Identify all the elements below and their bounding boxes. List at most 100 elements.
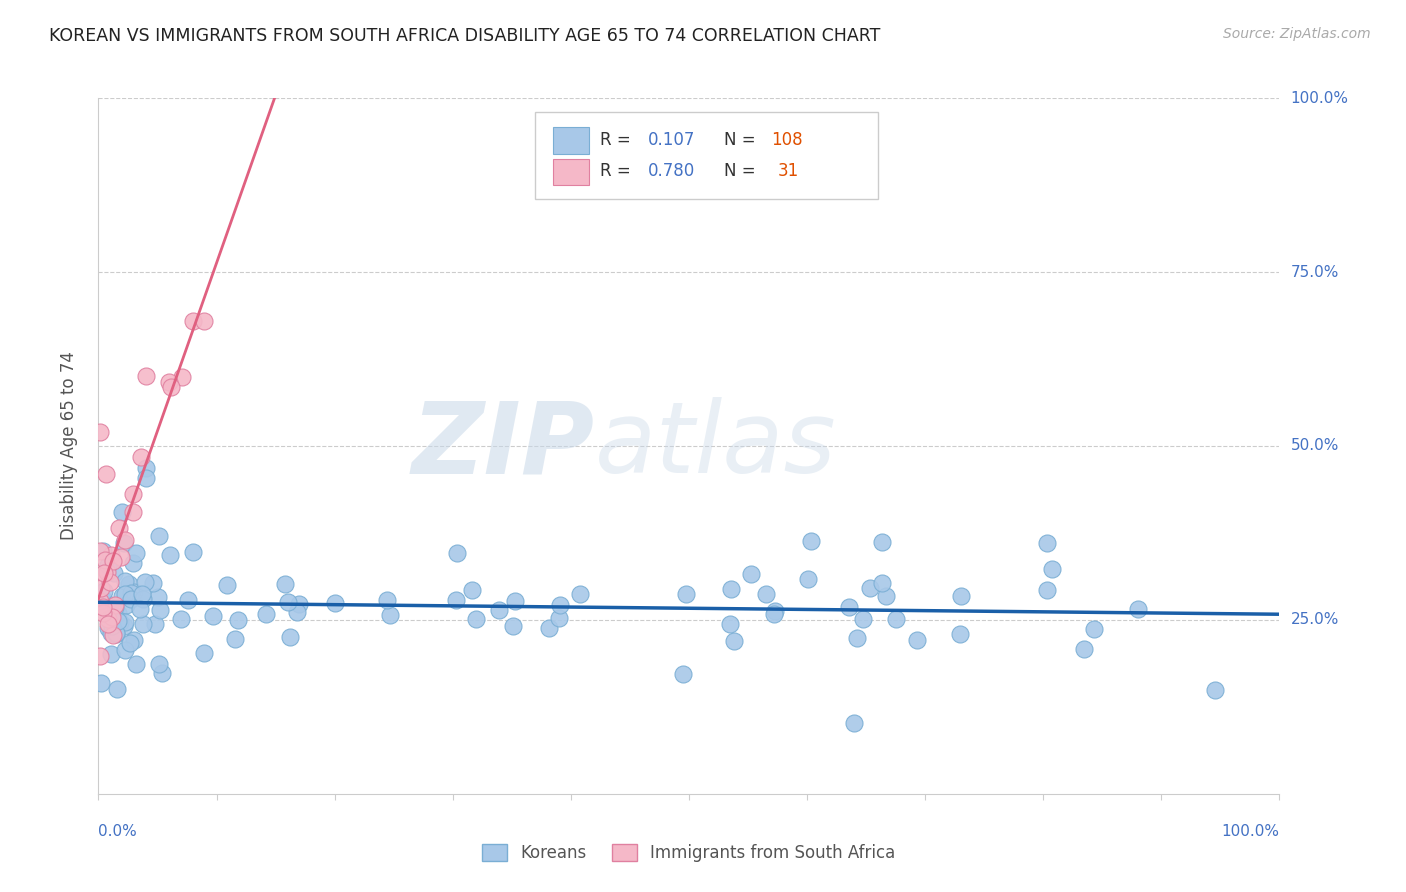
- Point: [949, 627, 972, 641]
- FancyBboxPatch shape: [553, 159, 589, 186]
- Point: [1040, 561, 1063, 575]
- Point: [762, 607, 785, 621]
- Point: [89, 593, 111, 607]
- Point: [672, 666, 695, 681]
- Point: [118, 577, 141, 591]
- Text: 0.107: 0.107: [648, 131, 695, 149]
- Point: [202, 608, 225, 623]
- Point: [114, 574, 136, 588]
- Point: [755, 587, 778, 601]
- Text: ZIP: ZIP: [412, 398, 595, 494]
- Point: [464, 612, 486, 626]
- Point: [548, 599, 571, 613]
- Text: 25.0%: 25.0%: [1291, 613, 1339, 627]
- Text: 0.0%: 0.0%: [98, 824, 138, 839]
- Point: [114, 533, 136, 547]
- Text: 100.0%: 100.0%: [1291, 91, 1348, 105]
- Point: [905, 632, 928, 647]
- Point: [93, 592, 115, 607]
- Point: [114, 643, 136, 657]
- Text: 108: 108: [772, 131, 803, 149]
- Point: [172, 369, 194, 384]
- Point: [97, 622, 120, 636]
- Point: [159, 548, 181, 562]
- Point: [740, 566, 762, 581]
- Point: [886, 612, 908, 626]
- Point: [103, 554, 125, 568]
- Point: [797, 572, 820, 586]
- Point: [1073, 641, 1095, 656]
- Point: [100, 626, 122, 640]
- Point: [132, 591, 155, 606]
- Point: [502, 619, 524, 633]
- Point: [94, 467, 117, 481]
- Point: [94, 553, 117, 567]
- Point: [375, 592, 398, 607]
- Point: [148, 657, 170, 671]
- Point: [149, 603, 172, 617]
- Point: [503, 594, 526, 608]
- Point: [278, 630, 301, 644]
- Point: [91, 600, 114, 615]
- Point: [569, 587, 592, 601]
- Point: [98, 575, 121, 590]
- Point: [325, 596, 347, 610]
- Point: [114, 615, 136, 629]
- Point: [763, 604, 786, 618]
- Point: [285, 605, 308, 619]
- Point: [124, 545, 146, 559]
- Point: [110, 549, 132, 564]
- Point: [93, 583, 115, 598]
- Point: [488, 603, 510, 617]
- Point: [142, 575, 165, 590]
- Point: [135, 369, 157, 384]
- Point: [157, 375, 180, 389]
- Point: [128, 601, 150, 615]
- Point: [444, 593, 467, 607]
- Point: [108, 615, 131, 630]
- Text: R =: R =: [600, 131, 631, 149]
- Point: [134, 575, 156, 590]
- Point: [132, 617, 155, 632]
- Point: [274, 577, 297, 591]
- Point: [1128, 602, 1150, 616]
- Point: [125, 657, 148, 671]
- Text: Source: ZipAtlas.com: Source: ZipAtlas.com: [1223, 27, 1371, 41]
- Text: R =: R =: [600, 162, 631, 180]
- Point: [96, 565, 118, 579]
- Point: [111, 589, 134, 603]
- Point: [170, 612, 193, 626]
- Point: [114, 598, 136, 612]
- FancyBboxPatch shape: [553, 128, 589, 153]
- Point: [143, 617, 166, 632]
- Point: [177, 593, 200, 607]
- Text: KOREAN VS IMMIGRANTS FROM SOUTH AFRICA DISABILITY AGE 65 TO 74 CORRELATION CHART: KOREAN VS IMMIGRANTS FROM SOUTH AFRICA D…: [49, 27, 880, 45]
- Point: [104, 599, 127, 613]
- Point: [461, 583, 484, 598]
- Point: [100, 647, 122, 661]
- Point: [100, 610, 122, 624]
- Point: [1204, 683, 1226, 698]
- Point: [121, 505, 143, 519]
- Point: [1083, 622, 1105, 636]
- Text: 50.0%: 50.0%: [1291, 439, 1339, 453]
- Point: [846, 631, 869, 645]
- Point: [118, 636, 141, 650]
- Point: [160, 380, 183, 394]
- Point: [105, 682, 128, 697]
- Point: [107, 614, 129, 628]
- Point: [90, 581, 112, 595]
- Point: [89, 544, 111, 558]
- Point: [723, 634, 745, 648]
- Point: [108, 521, 131, 535]
- Legend: Koreans, Immigrants from South Africa: Koreans, Immigrants from South Africa: [475, 838, 903, 869]
- Point: [112, 535, 135, 549]
- Point: [870, 535, 893, 549]
- Point: [446, 545, 468, 559]
- Text: 31: 31: [778, 162, 799, 180]
- Point: [103, 566, 125, 580]
- Point: [97, 612, 120, 626]
- Text: 100.0%: 100.0%: [1222, 824, 1279, 839]
- Point: [89, 648, 111, 663]
- Point: [112, 619, 135, 633]
